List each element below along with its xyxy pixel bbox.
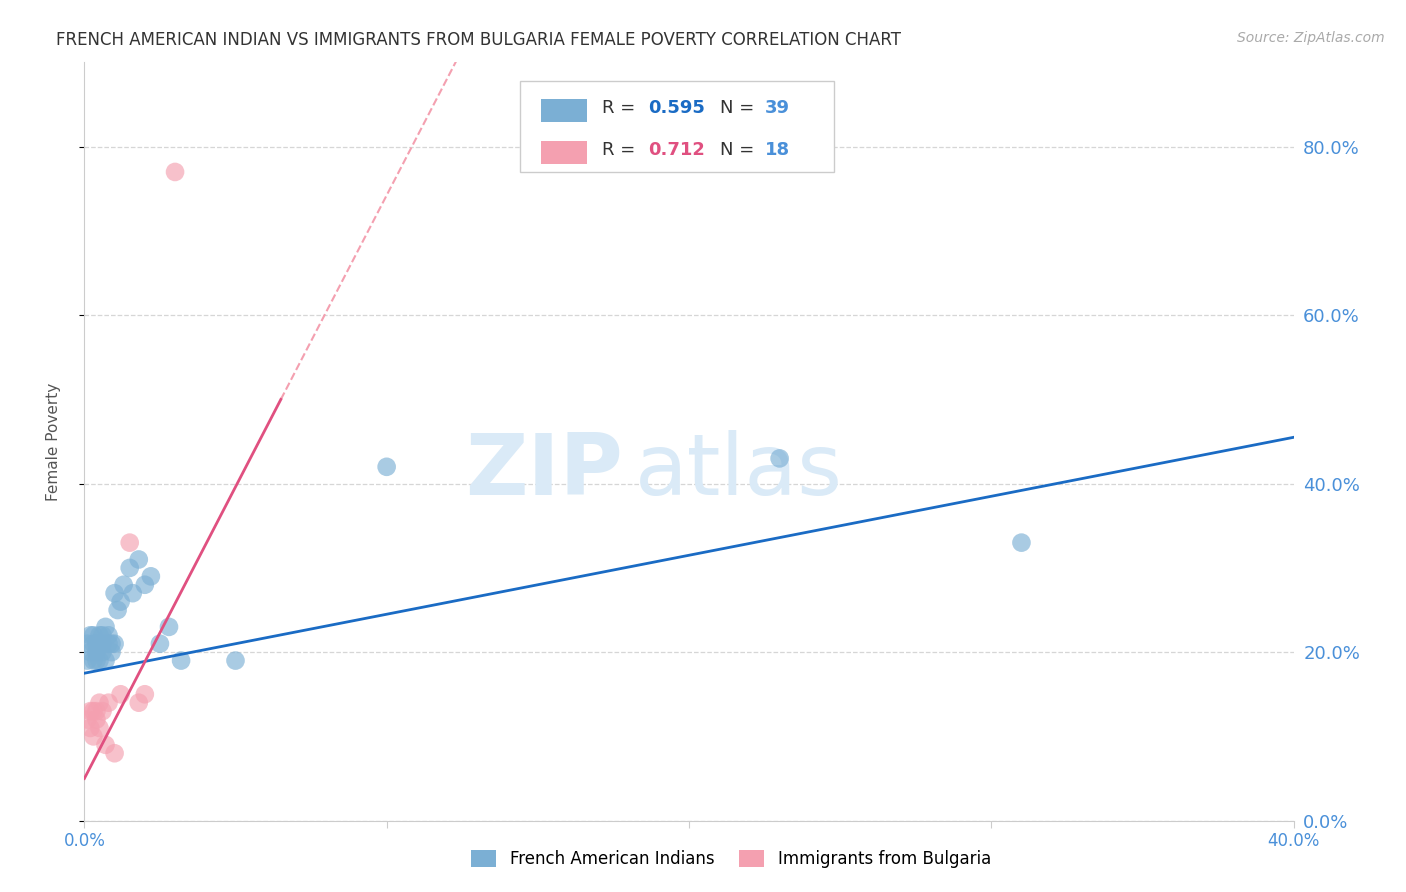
Point [107, 603, 129, 617]
Point [128, 696, 150, 710]
Point [82, 628, 104, 642]
Point [76, 654, 98, 668]
Point [86, 704, 108, 718]
Point [76, 713, 98, 727]
Point [89, 628, 111, 642]
Point [110, 687, 132, 701]
Point [94, 738, 117, 752]
Point [91, 645, 114, 659]
Point [118, 535, 141, 549]
Text: 0.712: 0.712 [648, 141, 704, 159]
Point [100, 645, 122, 659]
Point [1011, 535, 1033, 549]
Point [134, 578, 156, 592]
Legend: French American Indians, Immigrants from Bulgaria: French American Indians, Immigrants from… [464, 843, 998, 875]
Point [79, 721, 101, 735]
Point [82, 654, 104, 668]
Point [94, 654, 117, 668]
Point [118, 561, 141, 575]
Text: Source: ZipAtlas.com: Source: ZipAtlas.com [1237, 31, 1385, 45]
Point [149, 637, 172, 651]
Point [100, 637, 122, 651]
Text: N =: N = [720, 141, 761, 159]
Point [110, 594, 132, 608]
Point [89, 654, 111, 668]
Point [86, 654, 108, 668]
Point [769, 451, 792, 466]
Point [86, 713, 108, 727]
Point [89, 721, 111, 735]
Point [91, 628, 114, 642]
Point [79, 704, 101, 718]
Point [79, 645, 101, 659]
FancyBboxPatch shape [541, 141, 588, 164]
Point [76, 637, 98, 651]
Point [82, 637, 104, 651]
Point [86, 645, 108, 659]
Text: R =: R = [602, 141, 641, 159]
Point [91, 704, 114, 718]
Text: R =: R = [602, 99, 641, 117]
Point [128, 552, 150, 566]
Text: atlas: atlas [634, 430, 842, 514]
Point [139, 569, 162, 583]
Point [94, 620, 117, 634]
FancyBboxPatch shape [541, 99, 588, 122]
Point [89, 637, 111, 651]
Point [97, 696, 120, 710]
Point [112, 578, 135, 592]
Text: ZIP: ZIP [465, 430, 623, 514]
Point [79, 628, 101, 642]
Text: FRENCH AMERICAN INDIAN VS IMMIGRANTS FROM BULGARIA FEMALE POVERTY CORRELATION CH: FRENCH AMERICAN INDIAN VS IMMIGRANTS FRO… [56, 31, 901, 49]
Point [121, 586, 143, 600]
Point [97, 628, 120, 642]
Point [89, 696, 111, 710]
Text: N =: N = [720, 99, 761, 117]
Point [91, 637, 114, 651]
Point [82, 730, 104, 744]
Text: 18: 18 [765, 141, 790, 159]
Point [104, 637, 127, 651]
Point [97, 637, 120, 651]
Point [104, 586, 127, 600]
Point [165, 165, 187, 179]
FancyBboxPatch shape [520, 81, 834, 172]
Point [86, 637, 108, 651]
Point [170, 654, 193, 668]
Text: 0.595: 0.595 [648, 99, 704, 117]
Point [82, 704, 104, 718]
Point [134, 687, 156, 701]
Point [225, 654, 247, 668]
Point [157, 620, 180, 634]
Text: 39: 39 [765, 99, 790, 117]
Y-axis label: Female Poverty: Female Poverty [46, 383, 60, 500]
Point [375, 459, 398, 474]
Point [104, 746, 127, 760]
